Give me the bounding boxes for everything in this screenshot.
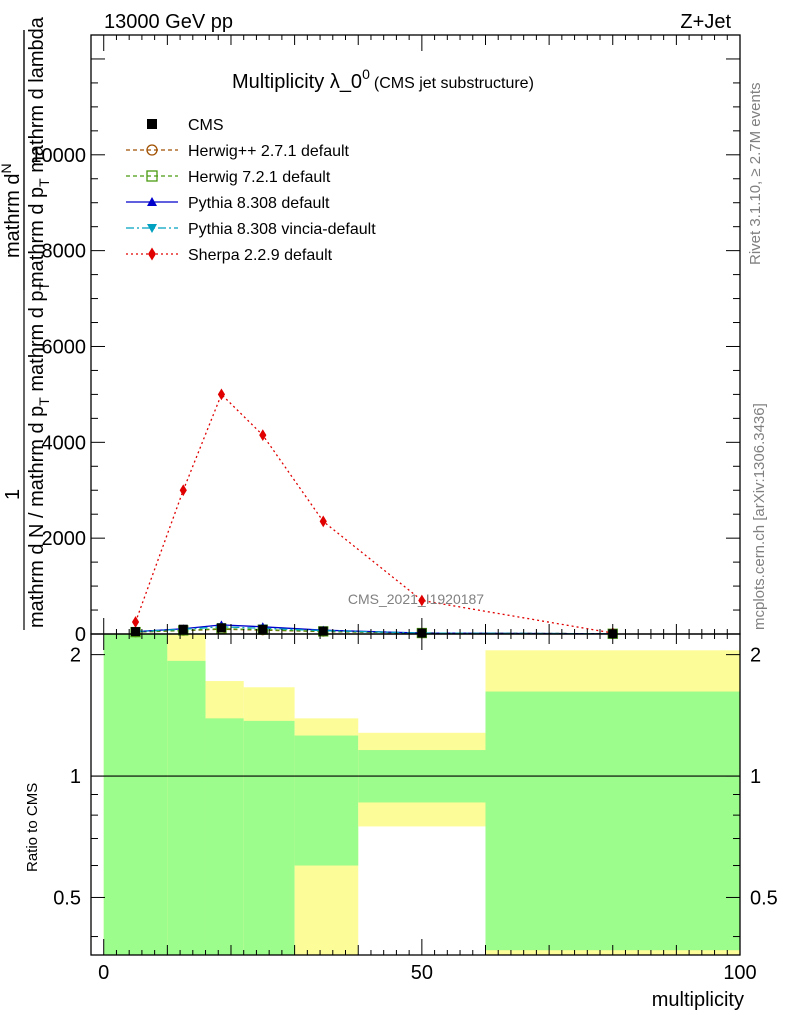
- legend-label-4: Pythia 8.308 vincia-default: [188, 221, 376, 238]
- ylabel-inner-num: mathrm dN: [0, 163, 24, 258]
- ratio-stat-band-6: [485, 691, 740, 951]
- legend-marker-5: [148, 247, 156, 261]
- x-axis-label: multiplicity: [652, 989, 744, 1011]
- mcplots-label: mcplots.cern.ch [arXiv:1306.3436]: [751, 403, 768, 630]
- series-5-point-0: [131, 616, 140, 628]
- ratio-y-tick-label-right: 0.5: [750, 887, 778, 909]
- ratio-y-tick-label-left: 0.5: [53, 887, 81, 909]
- legend-label-1: Herwig++ 2.7.1 default: [188, 143, 350, 160]
- main-y-tick-label: 4000: [42, 432, 87, 454]
- energy-label: 13000 GeV pp: [104, 11, 233, 33]
- ratio-stat-band-3: [243, 720, 295, 955]
- series-5-point-3: [259, 429, 267, 441]
- ratio-y-tick-label-left: 1: [70, 766, 81, 788]
- ratio-y-tick-label-right: 2: [750, 645, 761, 667]
- series-5-point-5: [418, 594, 426, 607]
- watermark-label: CMS_2021_I1920187: [348, 591, 484, 607]
- series-0-point-2: [216, 623, 226, 633]
- legend-entry-1: Herwig++ 2.7.1 default: [126, 143, 350, 160]
- ratio-stat-band-4: [294, 735, 359, 866]
- ratio-stat-band-1: [167, 660, 206, 955]
- legend-label-5: Sherpa 2.2.9 default: [188, 247, 333, 264]
- legend-marker-1: [146, 144, 158, 156]
- legend-entry-0: CMS: [147, 117, 224, 134]
- axes-ticks: 0 2000 4000 6000 8000 10000 0 50 100 0.5 0.5 1 1 2 2: [30, 34, 778, 984]
- legend-entry-3: Pythia 8.308 default: [126, 195, 330, 212]
- ratio-y-tick-label-right: 1: [750, 766, 761, 788]
- series-0-point-3: [258, 624, 268, 634]
- x-tick-label: 0: [98, 962, 109, 984]
- ylabel-outer-num: 1: [2, 489, 24, 500]
- ratio-bands: [91, 634, 740, 955]
- ratio-y-tick-label-left: 2: [70, 645, 81, 667]
- legend-entry-5: Sherpa 2.2.9 default: [126, 247, 333, 264]
- rivet-label: Rivet 3.1.10, ≥ 2.7M events: [747, 83, 764, 266]
- legend-label-2: Herwig 7.2.1 default: [188, 169, 331, 186]
- legend: CMS Herwig++ 2.7.1 default Herwig 7.2.1 de…: [126, 117, 376, 264]
- legend-entry-2: Herwig 7.2.1 default: [126, 169, 331, 186]
- main-y-tick-label: 0: [75, 624, 86, 646]
- process-label: Z+Jet: [680, 11, 731, 33]
- legend-entry-4: Pythia 8.308 vincia-default: [126, 221, 376, 238]
- series-0-point-4: [318, 626, 328, 636]
- x-tick-label: 50: [411, 962, 433, 984]
- ylabel-outer-den: mathrm d N / mathrm d pT mathrm d pT: [26, 281, 52, 628]
- main-y-tick-label: 10000: [30, 145, 86, 167]
- series-5-point-2: [217, 388, 226, 401]
- main-y-tick-label: 6000: [42, 336, 87, 358]
- main-y-tick-label: 2000: [42, 528, 87, 550]
- series-5-point-1: [179, 484, 187, 497]
- series-0-point-1: [178, 624, 188, 634]
- legend-marker-4: [147, 224, 157, 233]
- main-y-axis-label: 1 mathrm d N / mathrm d pT mathrm d pT m…: [0, 16, 52, 630]
- legend-marker-2: [146, 170, 158, 182]
- ylabel-inner-den: mathrm d pT mathrm d lambda: [26, 16, 52, 288]
- main-y-tick-label: 8000: [42, 241, 87, 263]
- series-5-point-4: [319, 515, 327, 528]
- ratio-stat-band-0: [103, 634, 168, 955]
- legend-marker-3: [147, 197, 157, 206]
- legend-label-3: Pythia 8.308 default: [188, 195, 330, 212]
- ratio-y-axis-label: Ratio to CMS: [24, 783, 41, 872]
- x-tick-label: 100: [723, 962, 756, 984]
- plot-title: Multiplicity λ_00(CMS jet substructure): [232, 66, 534, 93]
- series-0-point-0: [131, 627, 141, 637]
- legend-marker-0: [147, 119, 157, 129]
- main-series: [130, 388, 618, 639]
- legend-label-0: CMS: [188, 117, 224, 134]
- ratio-stat-band-2: [205, 718, 244, 955]
